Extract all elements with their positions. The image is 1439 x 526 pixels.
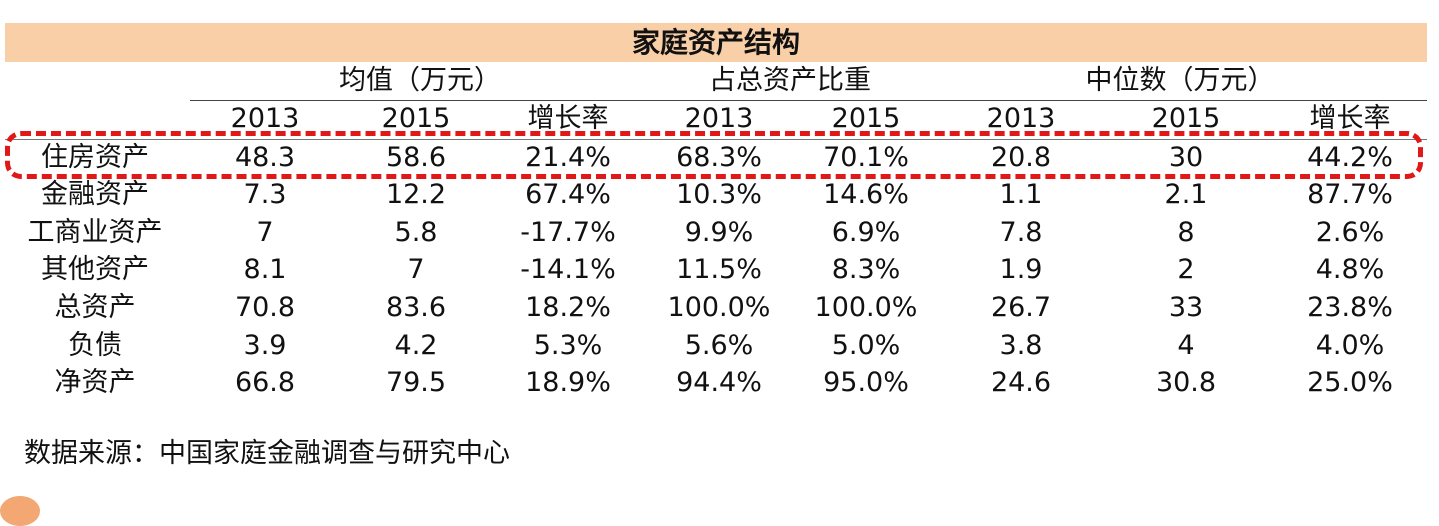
table-cell: 1.9 <box>999 254 1043 285</box>
table-cell: 70.1% <box>823 142 909 173</box>
table-cell: 2.1 <box>1164 179 1208 210</box>
table-cell: 5.3% <box>533 330 603 361</box>
table-cell: 79.5 <box>385 367 447 398</box>
table-cell: 18.9% <box>525 367 611 398</box>
group-header: 均值（万元） <box>339 65 501 96</box>
row-label: 其他资产 <box>41 254 149 285</box>
table-cell: 7.3 <box>243 179 287 210</box>
column-header: 增长率 <box>527 103 609 134</box>
table-cell: 2.6% <box>1315 217 1385 248</box>
table-cell: 5.8 <box>394 217 438 248</box>
highlight-dashed-box <box>5 131 1423 179</box>
table-cell: 5.6% <box>684 330 754 361</box>
table-cell: 58.6 <box>385 142 447 173</box>
column-header: 2013 <box>684 103 754 134</box>
table-cell: 66.8 <box>234 367 296 398</box>
column-header: 2015 <box>831 103 901 134</box>
table-cell: 9.9% <box>684 217 754 248</box>
table-cell: 4.8% <box>1315 254 1385 285</box>
group-header: 中位数（万元） <box>1085 65 1275 96</box>
table-cell: 24.6 <box>990 367 1052 398</box>
table-title: 家庭资产结构 <box>631 26 800 59</box>
table-cell: 33 <box>1168 292 1204 323</box>
row-label: 负债 <box>68 330 122 361</box>
corner-decoration <box>0 496 40 526</box>
table-cell: 4.2 <box>394 330 438 361</box>
table-cell: 30 <box>1168 142 1204 173</box>
table-cell: 68.3% <box>676 142 762 173</box>
table-cell: 30.8 <box>1155 367 1217 398</box>
column-header: 2013 <box>986 103 1056 134</box>
table-cell: 8.1 <box>243 254 287 285</box>
table-cell: 100.0% <box>814 292 918 323</box>
table-cell: 12.2 <box>385 179 447 210</box>
table-cell: 11.5% <box>676 254 762 285</box>
row-label: 住房资产 <box>41 142 149 173</box>
table-cell: 18.2% <box>525 292 611 323</box>
table-cell: 95.0% <box>823 367 909 398</box>
table-cell: 70.8 <box>234 292 296 323</box>
table-cell: 3.9 <box>243 330 287 361</box>
table-cell: 14.6% <box>823 179 909 210</box>
row-label: 工商业资产 <box>27 217 163 248</box>
row-label: 金融资产 <box>41 179 149 210</box>
table-cell: 20.8 <box>990 142 1052 173</box>
table-cell: -14.1% <box>520 254 616 285</box>
table-cell: 1.1 <box>999 179 1043 210</box>
table-cell: 8.3% <box>831 254 901 285</box>
table-cell: 4.0% <box>1315 330 1385 361</box>
table-cell: 44.2% <box>1307 142 1393 173</box>
table-cell: 25.0% <box>1307 367 1393 398</box>
table-cell: 7.8 <box>999 217 1043 248</box>
header-body-rule <box>5 139 1427 140</box>
table-cell: 6.9% <box>831 217 901 248</box>
column-header: 2013 <box>230 103 300 134</box>
table-cell: 48.3 <box>234 142 296 173</box>
table-cell: 94.4% <box>676 367 762 398</box>
table-cell: 2 <box>1177 254 1195 285</box>
group-header: 占总资产比重 <box>709 65 871 96</box>
table-cell: -17.7% <box>520 217 616 248</box>
column-header: 2015 <box>1151 103 1221 134</box>
table-cell: 5.0% <box>831 330 901 361</box>
table-cell: 10.3% <box>676 179 762 210</box>
row-label: 总资产 <box>54 292 136 323</box>
table-cell: 87.7% <box>1307 179 1393 210</box>
table-cell: 7 <box>256 217 274 248</box>
table-title-bar: 家庭资产结构 <box>5 23 1427 62</box>
table-cell: 4 <box>1177 330 1195 361</box>
table-cell: 100.0% <box>667 292 771 323</box>
table-cell: 26.7 <box>990 292 1052 323</box>
table-cell: 7 <box>407 254 425 285</box>
column-header: 2015 <box>381 103 451 134</box>
table-cell: 8 <box>1177 217 1195 248</box>
table-cell: 83.6 <box>385 292 447 323</box>
table-cell: 21.4% <box>525 142 611 173</box>
table-cell: 3.8 <box>999 330 1043 361</box>
group-header-rule <box>190 100 1427 101</box>
column-header: 增长率 <box>1309 103 1391 134</box>
source-note: 数据来源：中国家庭金融调查与研究中心 <box>24 438 510 469</box>
table-cell: 23.8% <box>1307 292 1393 323</box>
row-label: 净资产 <box>54 367 136 398</box>
table-cell: 67.4% <box>525 179 611 210</box>
